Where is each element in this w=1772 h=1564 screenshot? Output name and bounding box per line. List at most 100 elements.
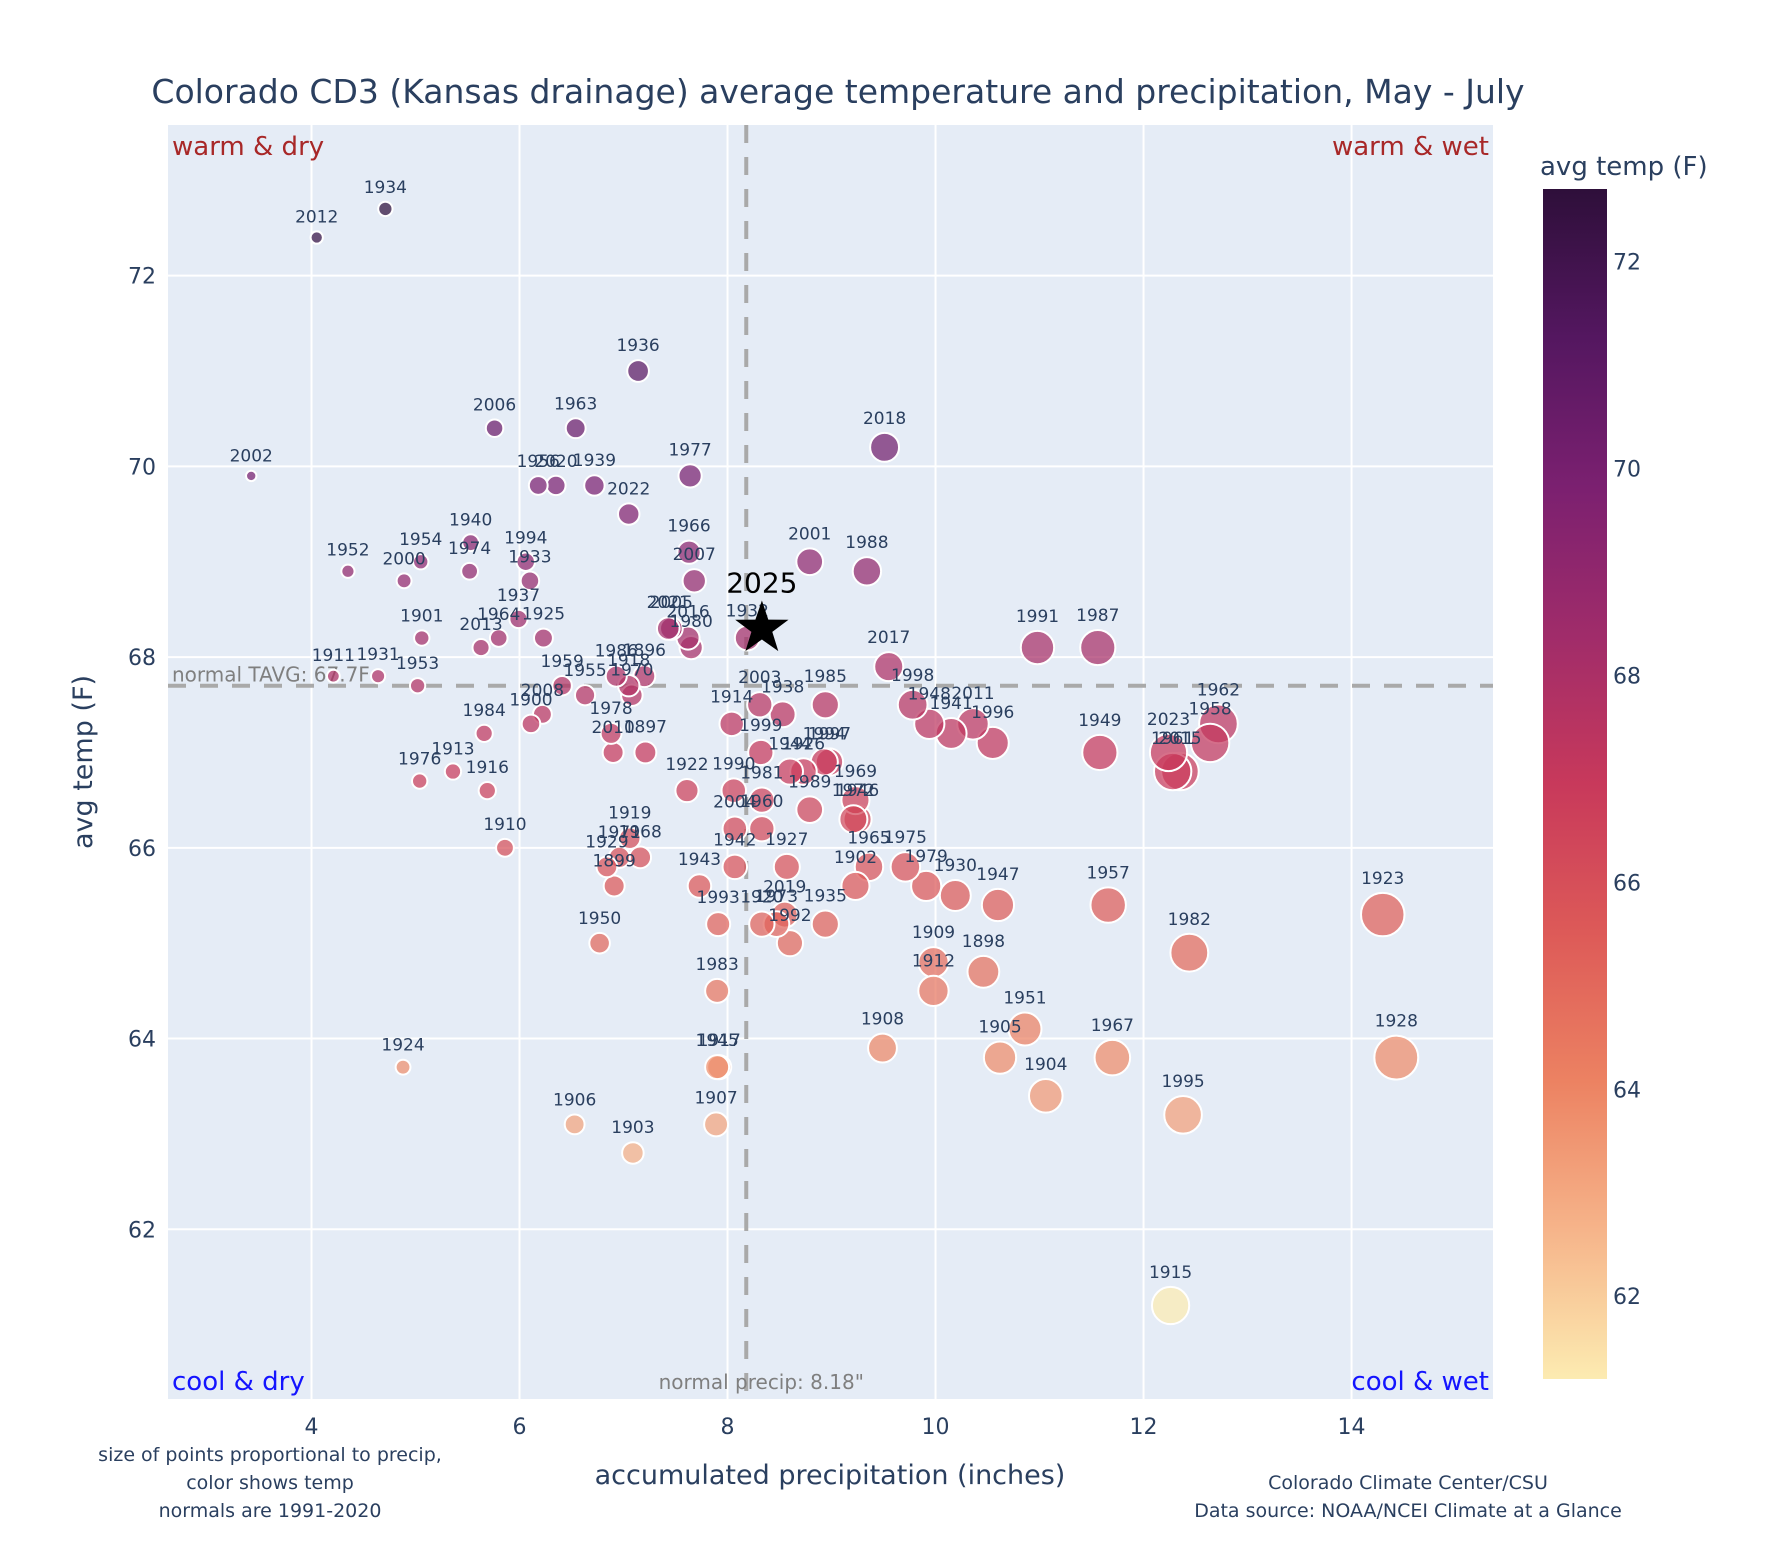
data-point[interactable] [325,668,341,684]
data-point[interactable] [520,713,542,735]
data-point[interactable] [748,815,776,843]
data-point[interactable] [621,1141,645,1165]
data-point[interactable] [775,757,805,786]
data-point[interactable] [443,762,463,781]
data-point[interactable] [1163,1095,1203,1135]
data-point[interactable] [370,668,387,685]
data-point[interactable] [245,469,258,483]
data-point[interactable] [573,684,597,707]
data-point[interactable] [309,230,324,245]
data-point[interactable] [676,539,702,565]
data-point[interactable] [1148,732,1189,773]
data-point[interactable] [674,778,700,804]
data-point[interactable] [395,572,413,590]
data-point[interactable] [721,815,749,843]
data-point[interactable] [1150,1285,1191,1326]
data-point[interactable] [394,1058,412,1076]
data-point[interactable] [1081,733,1119,772]
data-point[interactable] [495,837,515,858]
data-point[interactable] [910,869,943,903]
data-point[interactable] [768,700,797,729]
data-point[interactable] [413,629,431,647]
data-point[interactable] [982,1040,1018,1075]
data-point[interactable] [1169,932,1210,973]
data-point[interactable] [748,786,776,814]
data-point[interactable] [460,561,479,581]
data-point[interactable] [980,887,1016,923]
data-point[interactable] [748,910,776,938]
data-point[interactable] [527,475,549,496]
data-point[interactable] [677,463,703,489]
data-point[interactable] [840,870,871,901]
data-point[interactable] [775,929,805,958]
data-point[interactable] [551,674,573,697]
data-point[interactable] [889,851,922,883]
data-point[interactable] [508,608,529,630]
data-point[interactable] [563,1113,586,1136]
data-point[interactable] [721,853,749,881]
data-point[interactable] [705,911,732,938]
data-point[interactable] [1019,629,1056,666]
data-point[interactable] [618,826,642,851]
data-point[interactable] [917,974,950,1008]
data-point[interactable] [704,1054,731,1081]
data-point[interactable] [626,359,650,383]
data-point[interactable] [1007,1011,1043,1047]
data-point[interactable] [604,664,628,688]
data-point[interactable] [795,547,825,577]
data-point[interactable] [772,852,801,881]
data-point[interactable] [747,738,775,767]
data-point[interactable] [564,417,587,440]
data-point[interactable] [1189,722,1231,764]
data-point[interactable] [718,710,745,738]
data-point[interactable] [681,568,707,594]
data-point[interactable] [408,677,427,695]
data-point[interactable] [703,1111,730,1138]
data-point[interactable] [617,502,641,526]
data-point[interactable] [474,723,494,743]
data-point[interactable] [484,418,505,438]
data-point[interactable] [810,690,840,720]
data-point[interactable] [686,873,713,899]
data-point[interactable] [704,977,731,1004]
data-point[interactable] [588,931,611,955]
data-point[interactable] [583,474,606,497]
data-point[interactable] [851,556,883,587]
data-point[interactable] [867,1032,898,1064]
data-point[interactable] [655,616,681,641]
data-point[interactable] [746,691,774,719]
data-point[interactable] [601,740,625,764]
data-point[interactable] [1360,891,1406,938]
data-point[interactable] [1093,1038,1132,1077]
data-point[interactable] [599,721,623,745]
data-point[interactable] [1079,628,1117,667]
data-point[interactable] [595,855,619,879]
data-point[interactable] [412,553,430,571]
data-point[interactable] [1373,1034,1420,1081]
data-point[interactable] [545,474,567,497]
data-point[interactable] [869,431,901,463]
data-point[interactable] [488,628,509,648]
star-marker-2025[interactable] [735,600,789,652]
data-point[interactable] [1027,1077,1064,1114]
data-point[interactable] [519,570,541,592]
data-point[interactable] [938,879,972,912]
data-point[interactable] [340,563,356,579]
data-point[interactable] [477,780,497,801]
data-point[interactable] [795,795,825,825]
data-point[interactable] [810,909,840,939]
data-point[interactable] [1089,886,1127,924]
data-point[interactable] [377,200,394,218]
data-point[interactable] [838,804,869,835]
data-point[interactable] [633,740,658,765]
data-point[interactable] [471,638,491,658]
data-point[interactable] [515,551,536,572]
data-point[interactable] [461,533,481,553]
data-point[interactable] [411,772,429,790]
data-point[interactable] [532,627,554,649]
data-point[interactable] [602,874,626,898]
data-point[interactable] [966,954,1001,989]
data-point[interactable] [873,651,905,683]
data-point[interactable] [896,688,929,721]
data-point[interactable] [720,777,748,804]
